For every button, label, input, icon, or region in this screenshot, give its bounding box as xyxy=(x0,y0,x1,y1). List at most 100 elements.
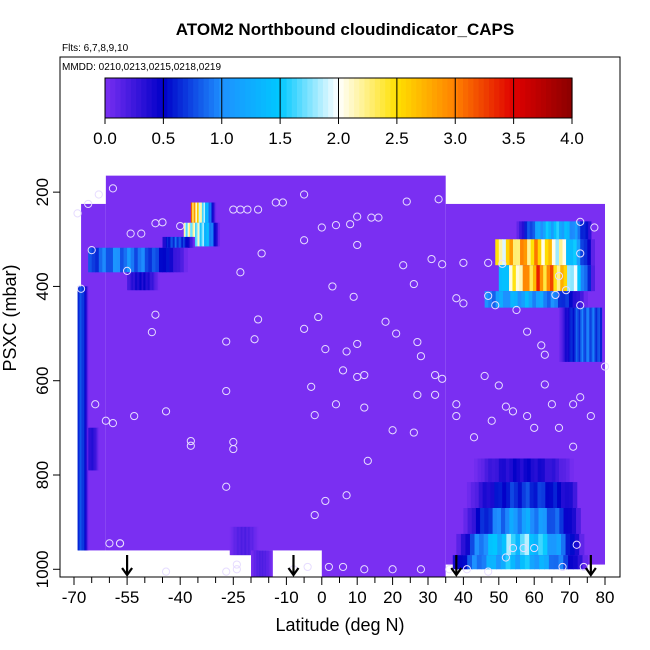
cloud-feature-cell xyxy=(201,202,203,223)
cloud-feature-cell xyxy=(525,482,531,508)
cloud-feature-cell xyxy=(506,533,512,556)
cloud-feature-cell xyxy=(154,272,157,291)
colorbar-swatch xyxy=(172,78,179,118)
sample-point xyxy=(523,411,532,421)
cloud-feature-cell xyxy=(479,533,485,556)
cloud-feature-cell xyxy=(555,239,560,266)
cloud-feature-cell xyxy=(558,239,564,266)
cloud-feature-cell xyxy=(589,307,592,362)
sample-point xyxy=(561,286,571,295)
cloud-feature-cell xyxy=(570,265,575,292)
x-tick-label: -55 xyxy=(115,588,140,607)
sample-point xyxy=(494,381,503,390)
cloud-feature xyxy=(88,247,188,273)
cloud-feature-cell xyxy=(548,239,553,266)
cloud-feature-cell xyxy=(566,239,571,266)
colorbar-swatch xyxy=(130,78,137,118)
colorbar-swatch xyxy=(162,78,168,118)
cloud-feature-cell xyxy=(565,533,571,556)
cloud-feature-cell xyxy=(584,265,589,292)
cloud-feature-cell xyxy=(484,508,490,534)
colorbar-swatch xyxy=(369,78,376,118)
sample-point xyxy=(381,317,390,326)
cloud-feature-cell xyxy=(251,550,254,577)
cloud-feature-cell xyxy=(98,247,103,273)
sample-point xyxy=(484,567,493,576)
cloud-feature-cell xyxy=(185,236,187,248)
colorbar-swatch xyxy=(276,78,283,118)
cloud-feature-cell xyxy=(590,239,595,266)
cloud-feature-cell xyxy=(580,239,585,266)
y-tick-label: 800 xyxy=(33,461,52,489)
cloud-feature-cell xyxy=(467,555,473,570)
cloud-feature-cell xyxy=(538,508,544,534)
cloud-feature-cell xyxy=(180,247,185,273)
sample-point xyxy=(484,258,493,267)
sample-point xyxy=(161,407,171,416)
sample-point xyxy=(232,560,241,569)
cloud-feature xyxy=(474,458,574,483)
cloud-feature-cell xyxy=(572,221,576,240)
cloud-feature-cell xyxy=(521,508,527,534)
cloud-feature-cell xyxy=(191,202,194,223)
cloud-feature-cell xyxy=(562,307,565,362)
sample-point xyxy=(158,218,167,227)
cloud-feature-cell xyxy=(576,291,581,308)
cloud-feature-cell xyxy=(256,526,258,556)
cloud-feature xyxy=(127,272,160,291)
cloud-feature-cell xyxy=(216,222,219,247)
cloud-feature-cell xyxy=(534,239,539,266)
cloud-feature-cell xyxy=(562,239,567,266)
cloud-feature-cell xyxy=(147,272,150,291)
colorbar-swatch xyxy=(390,78,397,118)
cloud-feature-cell xyxy=(149,272,152,291)
cloud-feature-cell xyxy=(517,291,522,308)
colorbar-swatch xyxy=(431,78,438,118)
cloud-feature-cell xyxy=(469,533,476,556)
sample-point xyxy=(576,217,585,226)
cloud-feature-cell xyxy=(217,222,220,247)
cloud-feature-cell xyxy=(524,533,530,556)
colorbar-tick-label: 0.5 xyxy=(152,129,176,148)
cloud-feature xyxy=(456,533,585,556)
cloud-feature-cell xyxy=(530,458,535,483)
cloud-feature-cell xyxy=(176,236,178,248)
flight-arrow xyxy=(450,555,463,577)
cloud-feature-cell xyxy=(212,222,215,247)
cloud-feature-cell xyxy=(201,222,204,247)
colorbar-swatch xyxy=(530,78,537,118)
sample-point xyxy=(438,260,447,269)
cloud-feature-cell xyxy=(495,239,500,266)
sample-point xyxy=(501,553,510,562)
cloud-feature-cell xyxy=(532,221,536,240)
sample-point xyxy=(540,350,549,359)
cloud-feature-cell xyxy=(153,272,156,291)
cloud-feature-cell xyxy=(197,222,200,247)
cloud-feature-cell xyxy=(580,265,585,292)
cloud-feature-cell xyxy=(139,272,142,291)
x-tick-label: 80 xyxy=(596,588,615,607)
cloud-feature-cell xyxy=(156,272,159,291)
cloud-feature-cell xyxy=(498,482,503,508)
cloud-feature-cell xyxy=(191,222,194,247)
cloud-feature-cell xyxy=(513,291,519,308)
cloud-feature-cell xyxy=(551,221,555,240)
cloud-feature-cell xyxy=(254,526,256,556)
cloud-feature-cell xyxy=(534,508,540,534)
cloud-feature-cell xyxy=(491,291,497,308)
cloud-feature-cell xyxy=(271,550,273,577)
cloud-feature-cell xyxy=(505,239,511,266)
sample-points xyxy=(73,184,610,576)
sample-point xyxy=(338,562,348,572)
cloud-feature-cell xyxy=(582,221,587,240)
sample-point xyxy=(523,327,532,336)
cloud-feature-cell xyxy=(506,482,511,508)
sample-point xyxy=(554,423,564,432)
cloud-feature-cell xyxy=(513,482,519,508)
cloud-feature-cell xyxy=(166,247,171,273)
cloud-feature-cell xyxy=(494,482,499,508)
x-tick-label: -70 xyxy=(62,588,87,607)
cloud-feature-cell xyxy=(229,526,232,556)
colorbar-swatch xyxy=(250,78,257,118)
sample-point xyxy=(530,543,539,553)
